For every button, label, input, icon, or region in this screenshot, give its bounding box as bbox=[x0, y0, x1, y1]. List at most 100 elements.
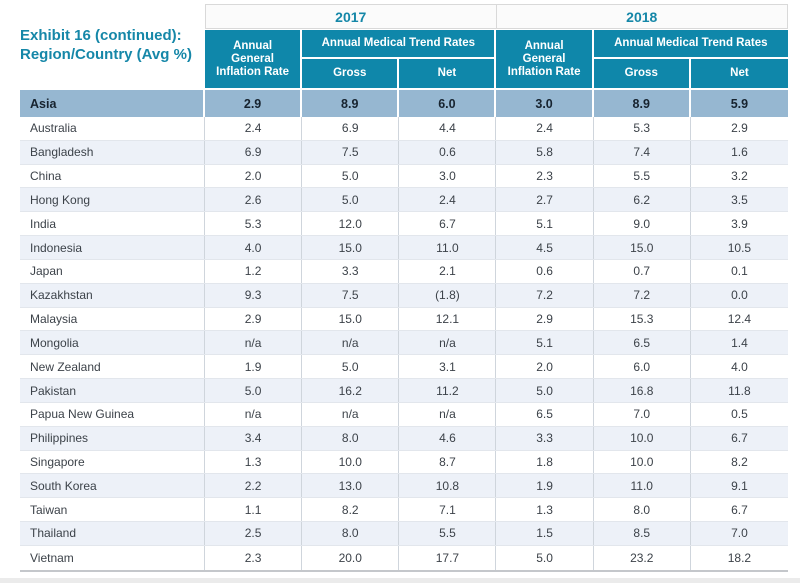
value-cell: 2.4 bbox=[496, 117, 594, 140]
country-label: Singapore bbox=[20, 450, 205, 474]
country-row: Thailand 2.5 8.0 5.5 1.5 8.5 7.0 bbox=[20, 522, 788, 546]
value-cell: 6.7 bbox=[399, 212, 497, 236]
value-cell: n/a bbox=[399, 402, 497, 426]
country-row: Hong Kong 2.6 5.0 2.4 2.7 6.2 3.5 bbox=[20, 188, 788, 213]
value-cell: 2.3 bbox=[205, 545, 303, 570]
value-cell: 2.0 bbox=[205, 164, 303, 188]
value-cell: 3.2 bbox=[731, 169, 748, 184]
value-cell: 1.1 bbox=[205, 498, 303, 522]
country-label: India bbox=[20, 212, 205, 236]
value-cell: 3.0 bbox=[496, 90, 594, 117]
country-row: Singapore 1.3 10.0 8.7 1.8 10.0 8.2 bbox=[20, 450, 788, 475]
country-label: Papua New Guinea bbox=[20, 402, 205, 426]
country-row: Mongolia n/a n/a n/a 5.1 6.5 1.4 bbox=[20, 331, 788, 356]
value-cell: 11.0 bbox=[399, 236, 497, 259]
value-cell: 7.0 bbox=[594, 402, 691, 426]
value-cell: 5.1 bbox=[496, 212, 594, 236]
value-cell: 7.1 bbox=[399, 498, 497, 522]
value-cell: n/a bbox=[302, 331, 400, 355]
value-cell: 0.7 bbox=[594, 259, 691, 283]
country-row: India 5.3 12.0 6.7 5.1 9.0 3.9 bbox=[20, 212, 788, 237]
value-cell: 5.1 bbox=[496, 331, 594, 355]
value-cell: 3.5 bbox=[731, 192, 748, 207]
value-cell: 10.8 bbox=[399, 474, 497, 498]
country-label: Taiwan bbox=[20, 498, 205, 522]
value-cell: 8.7 bbox=[399, 450, 497, 474]
value-cell: 5.9 bbox=[730, 96, 749, 111]
value-cell: 1.5 bbox=[496, 522, 594, 545]
value-cell: 15.0 bbox=[594, 236, 691, 259]
country-label: Hong Kong bbox=[20, 188, 205, 212]
value-cell: 7.0 bbox=[731, 526, 748, 541]
value-cell: 11.0 bbox=[594, 474, 691, 498]
year-header-2017: 2017 bbox=[206, 5, 497, 28]
value-cell: (1.8) bbox=[399, 283, 497, 307]
value-cell: 9.3 bbox=[205, 283, 303, 307]
value-cell: 3.3 bbox=[302, 259, 400, 283]
country-label: Thailand bbox=[20, 522, 205, 545]
value-cell: 12.4 bbox=[727, 312, 752, 327]
value-cell: 6.0 bbox=[594, 355, 691, 379]
year-header-2018: 2018 bbox=[626, 8, 658, 25]
value-cell: 5.0 bbox=[302, 355, 400, 379]
value-cell: 6.7 bbox=[731, 502, 748, 517]
value-cell: 2.4 bbox=[399, 188, 497, 212]
year-band: 2017 2018 bbox=[205, 4, 788, 29]
header-net-2017: Net bbox=[399, 59, 497, 88]
country-row: Malaysia 2.9 15.0 12.1 2.9 15.3 12.4 bbox=[20, 307, 788, 332]
country-label: Mongolia bbox=[20, 331, 205, 355]
value-cell: 5.0 bbox=[302, 164, 400, 188]
value-cell: 2.1 bbox=[399, 259, 497, 283]
value-cell: 8.2 bbox=[302, 498, 400, 522]
value-cell: 8.9 bbox=[594, 90, 691, 117]
country-row: South Korea 2.2 13.0 10.8 1.9 11.0 9.1 bbox=[20, 474, 788, 499]
header-gross-2017: Gross bbox=[302, 59, 400, 88]
value-cell: 0.6 bbox=[496, 259, 594, 283]
value-cell: 10.0 bbox=[594, 426, 691, 450]
value-cell: 8.9 bbox=[302, 90, 400, 117]
value-cell: 1.3 bbox=[496, 498, 594, 522]
country-label: New Zealand bbox=[20, 355, 205, 379]
value-cell: 2.4 bbox=[205, 117, 303, 140]
value-cell: 15.3 bbox=[594, 307, 691, 331]
value-cell: 5.5 bbox=[594, 164, 691, 188]
country-label: Kazakhstan bbox=[20, 283, 205, 307]
value-cell: 10.5 bbox=[727, 240, 752, 255]
value-cell: 5.0 bbox=[496, 379, 594, 402]
value-cell: 6.7 bbox=[731, 431, 748, 446]
value-cell: 5.0 bbox=[302, 188, 400, 212]
value-cell: 5.3 bbox=[205, 212, 303, 236]
value-cell: 12.1 bbox=[399, 307, 497, 331]
value-cell: 10.0 bbox=[302, 450, 400, 474]
value-cell: n/a bbox=[399, 331, 497, 355]
value-cell: 11.2 bbox=[399, 379, 497, 402]
value-cell: 18.2 bbox=[727, 550, 752, 565]
value-cell: 5.0 bbox=[205, 379, 303, 402]
country-label: Bangladesh bbox=[20, 140, 205, 164]
country-row: Kazakhstan 9.3 7.5 (1.8) 7.2 7.2 0.0 bbox=[20, 283, 788, 308]
value-cell: 1.4 bbox=[731, 335, 748, 350]
value-cell: 2.9 bbox=[205, 307, 303, 331]
exhibit-title-line1: Exhibit 16 (continued): bbox=[20, 27, 182, 44]
trend-rates-table: 2017 2018 Annual General Inflation Rate … bbox=[20, 4, 788, 572]
value-cell: 1.2 bbox=[205, 259, 303, 283]
country-label: Japan bbox=[20, 259, 205, 283]
header-gross-2018: Gross bbox=[593, 59, 691, 88]
country-row: China 2.0 5.0 3.0 2.3 5.5 3.2 bbox=[20, 164, 788, 189]
region-row-asia: Asia 2.9 8.9 6.0 3.0 8.9 5.9 bbox=[20, 90, 788, 117]
value-cell: 2.9 bbox=[205, 90, 303, 117]
value-cell: 0.0 bbox=[731, 288, 748, 303]
country-label: Indonesia bbox=[20, 236, 205, 259]
value-cell: 4.5 bbox=[496, 236, 594, 259]
value-cell: 8.2 bbox=[731, 455, 748, 469]
value-cell: 8.0 bbox=[302, 426, 400, 450]
value-cell: 6.5 bbox=[594, 331, 691, 355]
value-cell: 3.9 bbox=[731, 216, 748, 231]
value-cell: 2.6 bbox=[205, 188, 303, 212]
country-row: Japan 1.2 3.3 2.1 0.6 0.7 0.1 bbox=[20, 259, 788, 284]
value-cell: 2.5 bbox=[205, 522, 303, 545]
value-cell: 2.3 bbox=[496, 164, 594, 188]
exhibit-title: Exhibit 16 (continued): Region/Country (… bbox=[20, 26, 200, 64]
value-cell: 6.5 bbox=[496, 402, 594, 426]
